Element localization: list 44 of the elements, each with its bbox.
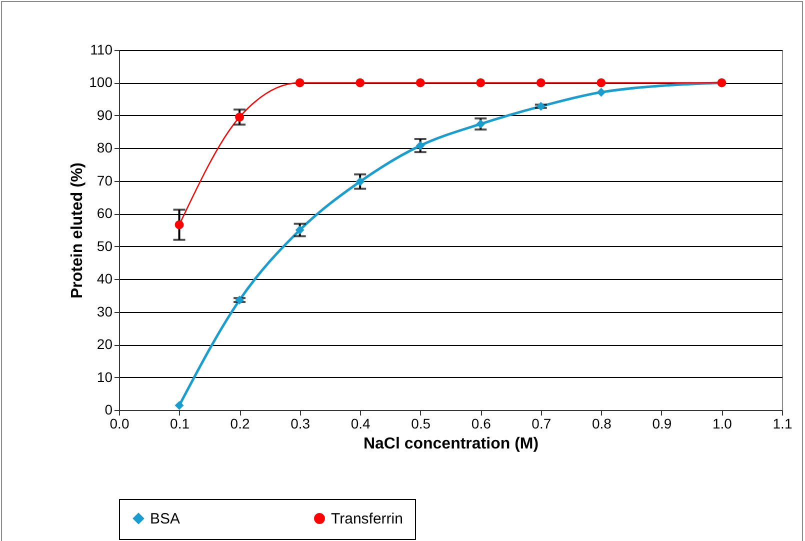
point	[295, 226, 304, 234]
point	[536, 78, 546, 88]
y-tick-label: 110	[90, 42, 113, 58]
point	[295, 78, 304, 88]
legend-label: Transferrin	[331, 510, 403, 528]
x-tick-label: 0.2	[230, 416, 250, 432]
y-tick-label: 60	[96, 205, 113, 222]
point	[174, 220, 184, 230]
x-tick-label: 0.0	[110, 416, 130, 432]
legend-label: BSA	[150, 510, 180, 528]
x-tick-label: 0.6	[471, 416, 492, 432]
y-tick-label: 10	[96, 368, 113, 385]
x-tick-label: 0.1	[170, 416, 190, 432]
y-tick-label: 50	[96, 238, 113, 254]
point	[416, 78, 425, 88]
y-tick-label: 20	[96, 336, 113, 352]
x-tick-label: 0.9	[652, 416, 672, 432]
y-tick-label: 70	[96, 172, 113, 188]
point	[476, 119, 486, 128]
x-tick-label: 1.0	[712, 416, 732, 432]
point	[416, 141, 425, 150]
x-axis-title: NaCl concentration (M)	[363, 436, 539, 452]
point	[356, 78, 365, 88]
point	[174, 400, 184, 410]
x-tick-label: 0.7	[532, 416, 552, 432]
x-tick-label: 0.5	[411, 416, 431, 432]
point	[596, 88, 606, 97]
x-tick-label: 0.8	[592, 416, 612, 432]
x-tick-label: 0.4	[350, 416, 371, 432]
x-tick-label: 0.3	[290, 416, 310, 432]
point	[596, 78, 606, 88]
point	[235, 296, 244, 305]
y-tick-label: 40	[96, 270, 113, 287]
y-tick-label: 80	[96, 140, 113, 156]
point	[476, 78, 486, 88]
point	[536, 102, 546, 111]
x-tick-label: 1.1	[772, 416, 792, 432]
point	[235, 112, 244, 122]
y-axis-title: Protein eluted (%)	[69, 162, 86, 299]
y-tick-label: 90	[96, 106, 113, 123]
y-tick-label: 0	[104, 402, 113, 418]
y-tick-label: 100	[89, 74, 113, 90]
point	[356, 177, 365, 186]
y-tick-label: 30	[96, 303, 113, 320]
